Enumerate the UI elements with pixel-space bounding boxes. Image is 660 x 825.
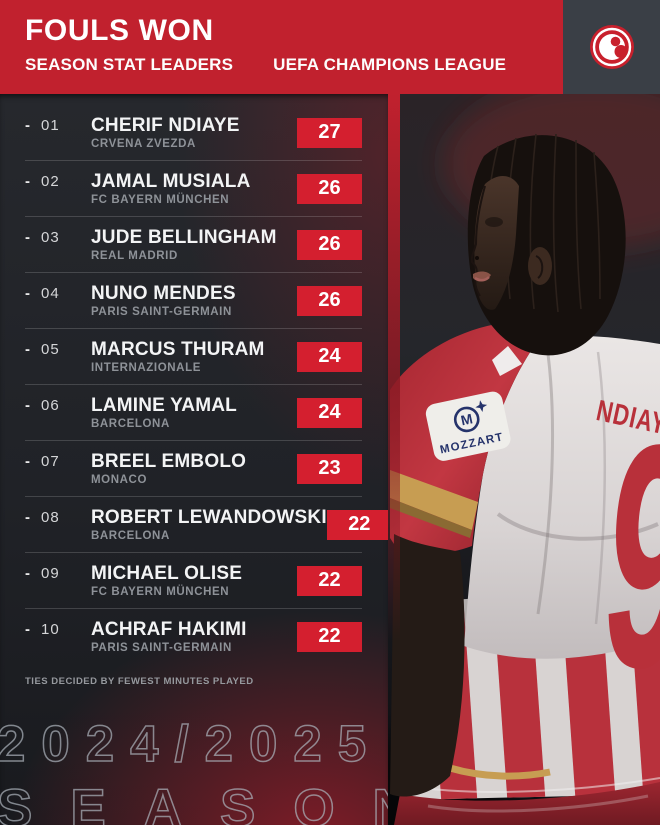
team-name: PARIS SAINT-GERMAIN: [91, 306, 232, 318]
list-item: - 09 MICHAEL OLISE FC BAYERN MÜNCHEN 22: [25, 553, 362, 609]
team-name: CRVENA ZVEZDA: [91, 138, 196, 150]
page-title: FOULS WON: [25, 14, 214, 47]
header: FOULS WON SEASON STAT LEADERS UEFA CHAMP…: [0, 0, 660, 94]
list-item: - 05 MARCUS THURAM INTERNAZIONALE 24: [25, 329, 362, 385]
stat-value-badge: 24: [297, 397, 362, 428]
leaderboard-panel: - 01 CHERIF NDIAYE CRVENA ZVEZDA 27 - 02…: [0, 94, 388, 825]
player-name: NUNO MENDES: [91, 283, 236, 304]
team-name: INTERNAZIONALE: [91, 362, 201, 374]
rank-number: 07: [41, 453, 60, 470]
player-info: MARCUS THURAM INTERNAZIONALE: [77, 339, 297, 374]
rank-number: 10: [41, 621, 60, 638]
list-item: - 08 ROBERT LEWANDOWSKI BARCELONA 22: [25, 497, 388, 553]
stat-value-badge: 24: [297, 341, 362, 372]
watermark-years: 2024/2025: [0, 715, 383, 772]
stat-value-badge: 26: [297, 229, 362, 260]
stat-value-badge: 26: [297, 285, 362, 316]
rank-number: 02: [41, 173, 60, 190]
header-logo-panel: [563, 0, 660, 94]
player-name: BREEL EMBOLO: [91, 451, 247, 472]
stat-value-badge: 22: [297, 565, 362, 596]
player-photo: M MOZZART: [388, 94, 660, 825]
header-subtitles: SEASON STAT LEADERS UEFA CHAMPIONS LEAGU…: [25, 55, 563, 75]
rank-change-indicator: -: [25, 621, 30, 638]
shorts: [394, 782, 660, 825]
leaderboard-list: - 01 CHERIF NDIAYE CRVENA ZVEZDA 27 - 02…: [0, 94, 388, 664]
rank-change-indicator: -: [25, 285, 30, 302]
player-name: JUDE BELLINGHAM: [91, 227, 277, 248]
subtitle-stat-leaders: SEASON STAT LEADERS: [25, 55, 234, 74]
list-item: - 02 JAMAL MUSIALA FC BAYERN MÜNCHEN 26: [25, 161, 362, 217]
rank-change-indicator: -: [25, 229, 30, 246]
player-info: MICHAEL OLISE FC BAYERN MÜNCHEN: [77, 563, 297, 598]
sponsor-monogram: M: [459, 410, 474, 428]
player-info: JAMAL MUSIALA FC BAYERN MÜNCHEN: [77, 171, 297, 206]
list-item: - 04 NUNO MENDES PARIS SAINT-GERMAIN 26: [25, 273, 362, 329]
rank-change-indicator: -: [25, 117, 30, 134]
team-name: FC BAYERN MÜNCHEN: [91, 586, 230, 598]
rank-change-indicator: -: [25, 173, 30, 190]
rank-change-indicator: -: [25, 341, 30, 358]
publisher-logo-icon: [589, 25, 634, 69]
rank-change-indicator: -: [25, 453, 30, 470]
stat-value-badge: 27: [297, 117, 362, 148]
content-area: - 01 CHERIF NDIAYE CRVENA ZVEZDA 27 - 02…: [0, 94, 660, 825]
list-item: - 07 BREEL EMBOLO MONACO 23: [25, 441, 362, 497]
rank-number: 05: [41, 341, 60, 358]
team-name: BARCELONA: [91, 418, 170, 430]
rank-number: 08: [41, 509, 60, 526]
player-name: CHERIF NDIAYE: [91, 115, 240, 136]
player-head: [467, 133, 626, 356]
player-name: ROBERT LEWANDOWSKI: [91, 507, 327, 528]
rank-change-indicator: -: [25, 509, 30, 526]
rank-number: 04: [41, 285, 60, 302]
player-info: LAMINE YAMAL BARCELONA: [77, 395, 297, 430]
player-info: CHERIF NDIAYE CRVENA ZVEZDA: [77, 115, 297, 150]
season-watermark: 2024/2025 SEASON: [0, 715, 388, 825]
stat-value-badge: 23: [297, 453, 362, 484]
team-name: PARIS SAINT-GERMAIN: [91, 642, 232, 654]
watermark-season: SEASON: [0, 779, 388, 825]
subtitle-competition: UEFA CHAMPIONS LEAGUE: [273, 55, 507, 74]
stat-value-badge: 22: [297, 621, 362, 652]
player-info: JUDE BELLINGHAM REAL MADRID: [77, 227, 297, 262]
team-name: MONACO: [91, 474, 147, 486]
stat-value-badge: 22: [326, 509, 388, 540]
player-name: JAMAL MUSIALA: [91, 171, 251, 192]
player-photo-illustration: M MOZZART: [388, 94, 660, 825]
team-name: REAL MADRID: [91, 250, 178, 262]
team-name: BARCELONA: [91, 530, 170, 542]
player-info: BREEL EMBOLO MONACO: [77, 451, 297, 486]
rank-number: 03: [41, 229, 60, 246]
player-arm: [390, 534, 465, 797]
footnote: TIES DECIDED BY FEWEST MINUTES PLAYED: [25, 676, 254, 687]
player-name: LAMINE YAMAL: [91, 395, 237, 416]
stat-value-badge: 26: [297, 173, 362, 204]
player-info: ROBERT LEWANDOWSKI BARCELONA: [77, 507, 327, 542]
rank-number: 09: [41, 565, 60, 582]
player-name: MARCUS THURAM: [91, 339, 265, 360]
rank-number: 06: [41, 397, 60, 414]
photo-accent-strip: [388, 94, 400, 825]
rank-change-indicator: -: [25, 397, 30, 414]
list-item: - 01 CHERIF NDIAYE CRVENA ZVEZDA 27: [25, 105, 362, 161]
rank-change-indicator: -: [25, 565, 30, 582]
player-info: NUNO MENDES PARIS SAINT-GERMAIN: [77, 283, 297, 318]
player-name: MICHAEL OLISE: [91, 563, 243, 584]
list-item: - 03 JUDE BELLINGHAM REAL MADRID 26: [25, 217, 362, 273]
header-red-band: FOULS WON SEASON STAT LEADERS UEFA CHAMP…: [0, 0, 563, 94]
player-name: ACHRAF HAKIMI: [91, 619, 247, 640]
player-info: ACHRAF HAKIMI PARIS SAINT-GERMAIN: [77, 619, 297, 654]
list-item: - 06 LAMINE YAMAL BARCELONA 24: [25, 385, 362, 441]
rank-number: 01: [41, 117, 60, 134]
team-name: FC BAYERN MÜNCHEN: [91, 194, 230, 206]
list-item: - 10 ACHRAF HAKIMI PARIS SAINT-GERMAIN 2…: [25, 609, 362, 664]
jersey-back: [464, 335, 660, 659]
